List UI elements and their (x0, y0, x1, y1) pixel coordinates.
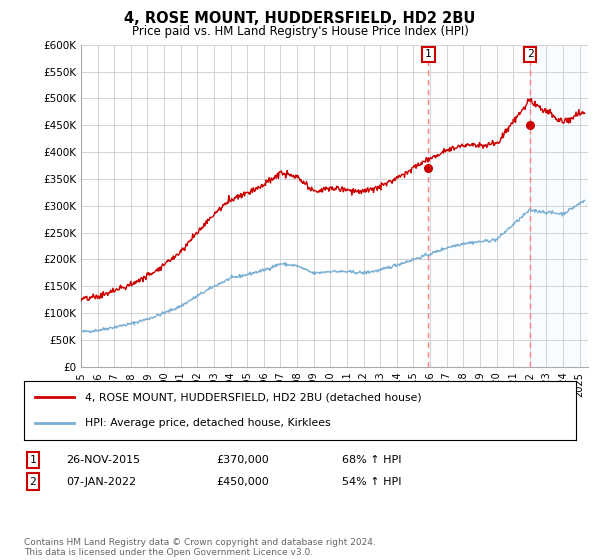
Text: 26-NOV-2015: 26-NOV-2015 (66, 455, 140, 465)
Text: £370,000: £370,000 (216, 455, 269, 465)
Text: 1: 1 (29, 455, 37, 465)
Text: £450,000: £450,000 (216, 477, 269, 487)
Text: 1: 1 (425, 49, 432, 59)
Bar (428, 45, 530, 367)
Text: HPI: Average price, detached house, Kirklees: HPI: Average price, detached house, Kirk… (85, 418, 331, 428)
Text: 2: 2 (29, 477, 37, 487)
Text: Price paid vs. HM Land Registry's House Price Index (HPI): Price paid vs. HM Land Registry's House … (131, 25, 469, 38)
Text: 2: 2 (527, 49, 533, 59)
Text: 07-JAN-2022: 07-JAN-2022 (66, 477, 136, 487)
Text: 4, ROSE MOUNT, HUDDERSFIELD, HD2 2BU: 4, ROSE MOUNT, HUDDERSFIELD, HD2 2BU (124, 11, 476, 26)
Bar (530, 45, 588, 367)
Text: 54% ↑ HPI: 54% ↑ HPI (342, 477, 401, 487)
Text: Contains HM Land Registry data © Crown copyright and database right 2024.
This d: Contains HM Land Registry data © Crown c… (24, 538, 376, 557)
Text: 4, ROSE MOUNT, HUDDERSFIELD, HD2 2BU (detached house): 4, ROSE MOUNT, HUDDERSFIELD, HD2 2BU (de… (85, 392, 421, 402)
Text: 68% ↑ HPI: 68% ↑ HPI (342, 455, 401, 465)
